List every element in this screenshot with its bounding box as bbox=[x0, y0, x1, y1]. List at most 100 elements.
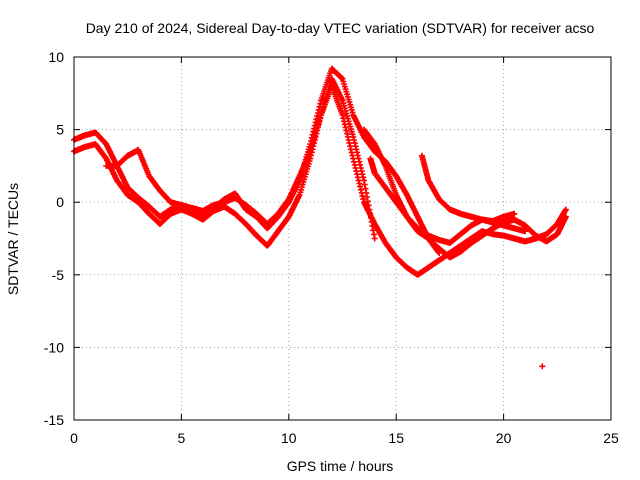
series-track-2 bbox=[71, 65, 443, 256]
data-point bbox=[296, 150, 313, 180]
series-track-3 bbox=[103, 83, 569, 278]
data-point bbox=[242, 202, 259, 217]
axis-ticks bbox=[73, 56, 612, 421]
data-point bbox=[135, 146, 152, 178]
y-tick-label: 10 bbox=[48, 49, 64, 65]
y-tick-label: -10 bbox=[44, 339, 64, 355]
data-point bbox=[146, 173, 163, 193]
plot-frame bbox=[73, 56, 612, 421]
data-point bbox=[307, 114, 324, 155]
data-point bbox=[382, 239, 399, 260]
data-point bbox=[124, 191, 141, 205]
data-point bbox=[275, 214, 291, 235]
x-tick-label: 10 bbox=[281, 430, 297, 446]
data-point bbox=[339, 75, 356, 116]
data-point bbox=[124, 147, 141, 159]
data-point bbox=[371, 141, 388, 168]
data-point bbox=[361, 133, 377, 154]
data-point bbox=[275, 197, 291, 217]
data-point bbox=[135, 199, 152, 216]
series-track-5 bbox=[419, 152, 518, 225]
data-point bbox=[146, 203, 163, 219]
x-tick-labels: 0 5 10 15 20 25 bbox=[70, 430, 619, 446]
data-point bbox=[468, 228, 485, 242]
data-point bbox=[371, 221, 388, 245]
data-point bbox=[328, 83, 345, 116]
data-point bbox=[539, 363, 546, 370]
data-points bbox=[71, 65, 569, 370]
data-point bbox=[232, 194, 249, 208]
data-point bbox=[382, 162, 399, 196]
data-point bbox=[339, 112, 356, 159]
data-point bbox=[156, 207, 173, 220]
data-point bbox=[318, 67, 334, 104]
data-point bbox=[393, 199, 410, 219]
series-track-6 bbox=[367, 155, 529, 246]
y-tick-label: -5 bbox=[52, 267, 65, 283]
data-point bbox=[156, 187, 173, 205]
data-point bbox=[425, 257, 442, 271]
data-point bbox=[393, 173, 410, 197]
data-point bbox=[92, 129, 109, 147]
data-point bbox=[446, 243, 463, 256]
data-point bbox=[361, 126, 377, 147]
data-point bbox=[114, 177, 130, 197]
data-point bbox=[318, 85, 334, 119]
data-point bbox=[468, 233, 485, 246]
x-tick-label: 25 bbox=[603, 430, 619, 446]
data-point bbox=[296, 158, 313, 198]
grid bbox=[74, 57, 611, 420]
data-point bbox=[457, 240, 474, 255]
data-point bbox=[511, 225, 529, 235]
x-tick-label: 5 bbox=[178, 430, 186, 446]
data-point bbox=[285, 174, 302, 203]
data-point bbox=[500, 210, 518, 220]
data-point bbox=[382, 184, 399, 205]
data-point bbox=[350, 133, 367, 181]
data-point bbox=[479, 225, 496, 239]
y-tick-label: -15 bbox=[44, 412, 64, 428]
data-point bbox=[264, 229, 281, 249]
data-point bbox=[350, 112, 367, 139]
chart-title: Day 210 of 2024, Sidereal Day-to-day VTE… bbox=[86, 20, 595, 36]
data-point bbox=[543, 221, 560, 238]
data-point bbox=[403, 213, 420, 231]
y-tick-label: 5 bbox=[56, 122, 64, 138]
data-point bbox=[419, 152, 431, 182]
data-point bbox=[135, 194, 152, 209]
data-point bbox=[457, 236, 474, 249]
data-point bbox=[114, 153, 130, 169]
x-tick-label: 15 bbox=[388, 430, 404, 446]
data-point bbox=[425, 177, 442, 201]
data-point bbox=[393, 254, 410, 270]
data-point bbox=[156, 211, 173, 227]
data-point bbox=[232, 210, 249, 227]
data-point bbox=[543, 231, 560, 245]
data-point bbox=[221, 203, 238, 217]
x-tick-label: 0 bbox=[70, 430, 78, 446]
y-axis-label: SDTVAR / TECUs bbox=[5, 183, 21, 295]
series-outlier bbox=[539, 363, 546, 370]
data-point bbox=[371, 170, 388, 190]
y-tick-labels: -15 -10 -5 0 5 10 bbox=[44, 49, 64, 428]
data-point bbox=[328, 65, 345, 82]
data-point bbox=[92, 141, 109, 161]
data-point bbox=[554, 206, 569, 227]
x-tick-label: 20 bbox=[496, 430, 512, 446]
y-tick-label: 0 bbox=[56, 194, 64, 210]
data-point bbox=[403, 191, 420, 219]
data-point bbox=[446, 231, 463, 246]
data-point bbox=[414, 225, 431, 239]
data-point bbox=[457, 223, 474, 238]
data-point bbox=[328, 75, 345, 102]
data-point bbox=[522, 222, 539, 238]
x-axis-label: GPS time / hours bbox=[287, 458, 394, 474]
data-point bbox=[339, 97, 356, 138]
data-point bbox=[242, 221, 259, 238]
data-point bbox=[103, 141, 120, 168]
data-point bbox=[285, 193, 302, 220]
data-point bbox=[436, 196, 453, 212]
data-point bbox=[554, 213, 569, 238]
data-point bbox=[350, 155, 367, 203]
